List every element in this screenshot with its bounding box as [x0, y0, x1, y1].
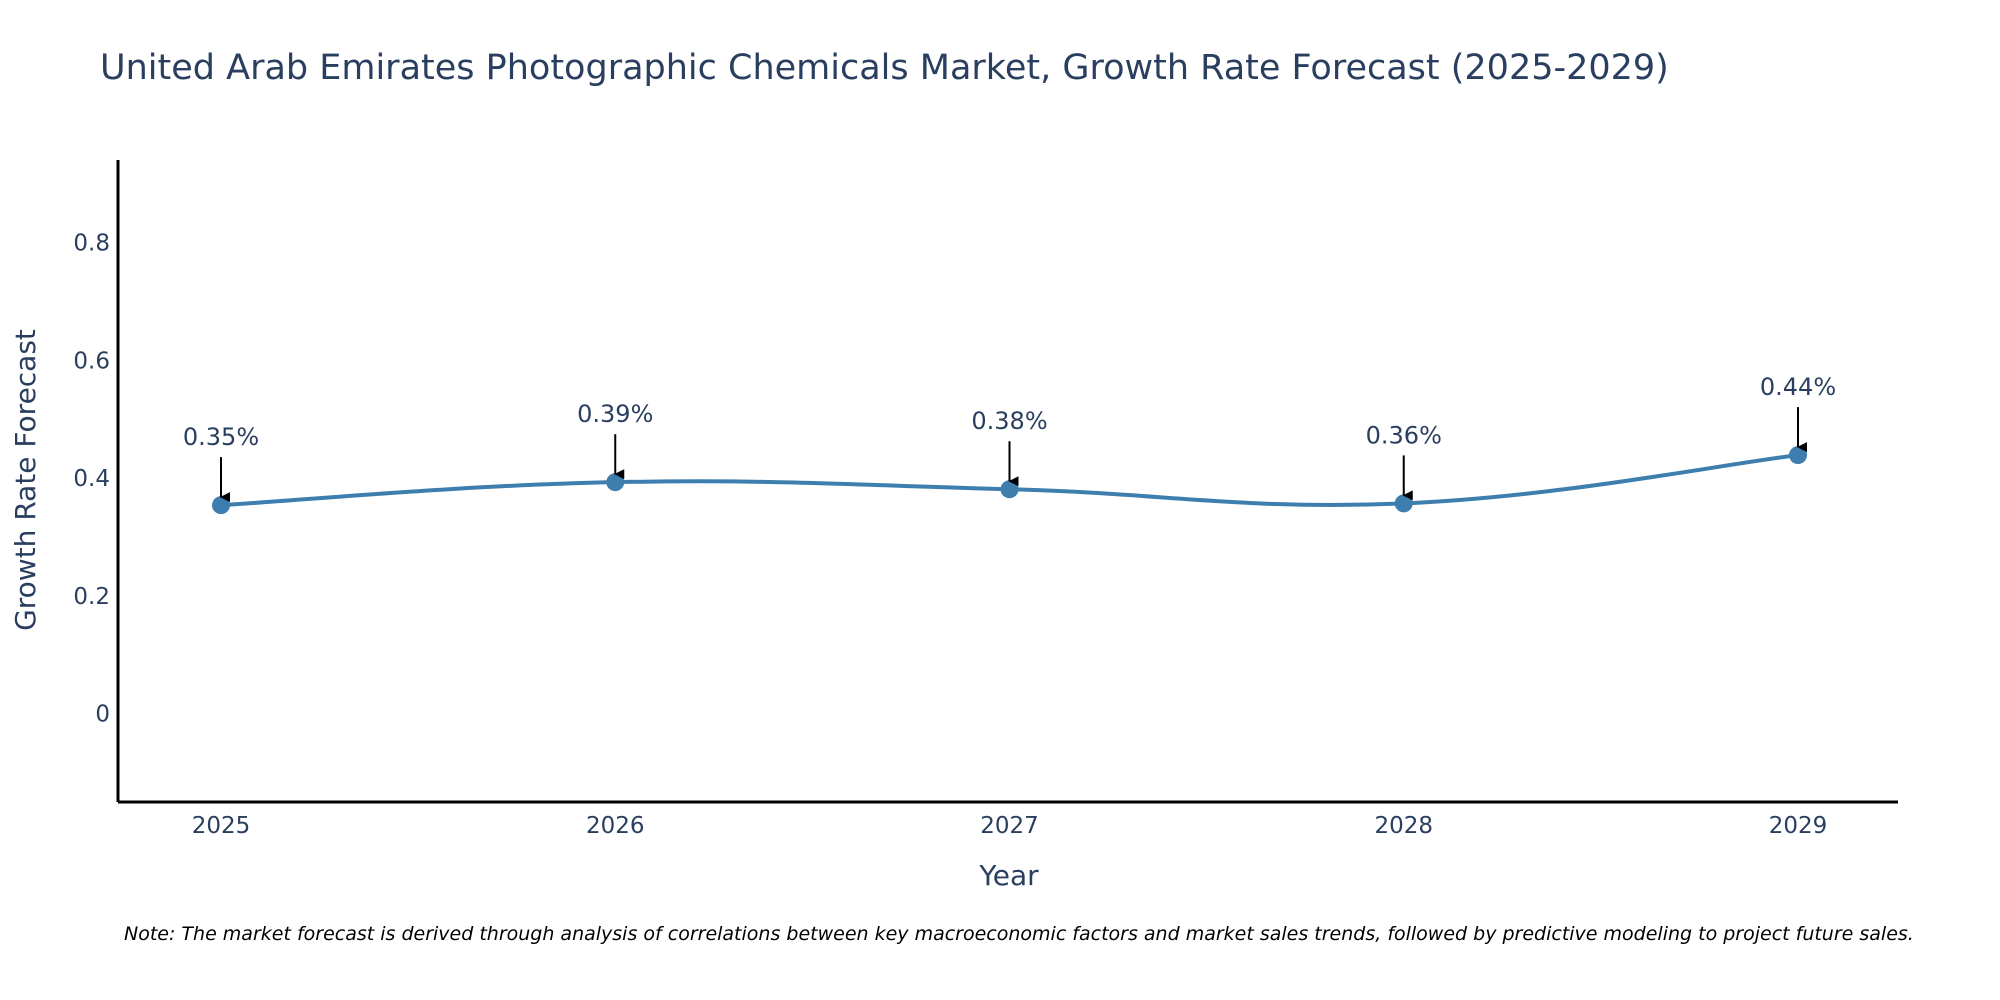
chart-title: United Arab Emirates Photographic Chemic…: [100, 48, 1669, 88]
x-tick-label: 2025: [192, 813, 251, 839]
x-tick-labels: 2025 2026 2027 2028 2029: [192, 813, 1828, 839]
data-label: 0.35%: [183, 423, 259, 451]
data-label: 0.39%: [577, 400, 653, 428]
data-point-marker: [212, 496, 230, 515]
data-point-marker: [1789, 446, 1807, 465]
y-tick-label: 0: [95, 702, 110, 728]
y-tick-labels: 0 0.2 0.4 0.6 0.8: [73, 230, 110, 727]
data-annotations: 0.35% 0.39% 0.38% 0.36% 0.44%: [183, 373, 1836, 503]
data-label: 0.44%: [1760, 373, 1836, 401]
data-label: 0.36%: [1366, 421, 1442, 449]
y-tick-label: 0.2: [73, 584, 110, 610]
y-axis: 0 0.2 0.4 0.6 0.8: [73, 160, 120, 802]
data-label: 0.38%: [971, 407, 1047, 435]
data-point-marker: [606, 473, 625, 492]
footnote: Note: The market forecast is derived thr…: [124, 923, 1914, 945]
data-point-marker: [1000, 480, 1019, 499]
y-axis-title: Growth Rate Forecast: [9, 329, 42, 631]
y-tick-label: 0.8: [73, 230, 110, 256]
x-tick-label: 2027: [980, 813, 1039, 839]
data-point-marker: [1394, 494, 1413, 513]
x-axis-title: Year: [978, 859, 1039, 892]
x-tick-label: 2026: [586, 813, 645, 839]
y-tick-label: 0.6: [73, 348, 110, 374]
x-axis: 2025 2026 2027 2028 2029: [118, 800, 1898, 839]
y-tick-label: 0.4: [73, 466, 110, 492]
x-tick-label: 2029: [1769, 813, 1828, 839]
x-tick-label: 2028: [1374, 813, 1433, 839]
